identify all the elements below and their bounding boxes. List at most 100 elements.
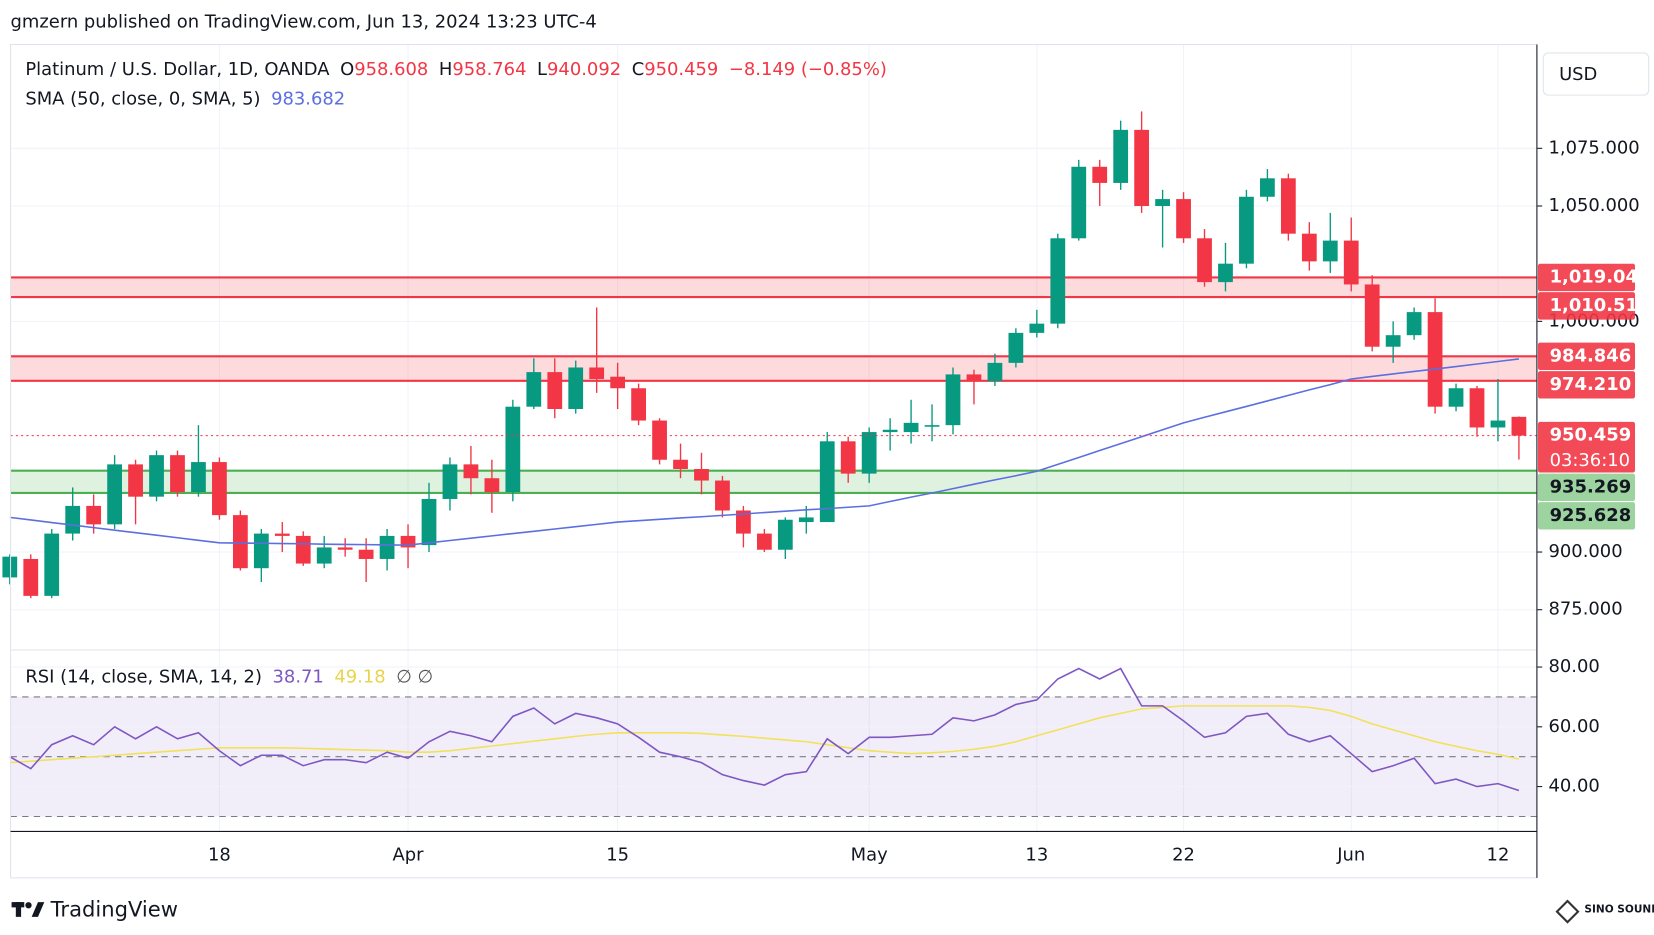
candle-body [149, 455, 164, 497]
candle-body [44, 533, 60, 596]
candle-body [337, 547, 353, 550]
candle-body [1406, 312, 1422, 336]
c-prefix: C [632, 59, 645, 80]
candle-body [2, 556, 18, 578]
candle-body [1092, 166, 1108, 183]
candle-body [442, 464, 458, 499]
symbol-title: Platinum / U.S. Dollar, 1D, OANDA [25, 59, 330, 80]
candle-body [1260, 178, 1275, 197]
candle-body [505, 406, 521, 493]
candle-body [107, 464, 122, 525]
candle-body [903, 422, 919, 433]
candle-body [358, 549, 374, 559]
price-label: 984.846 [1550, 345, 1632, 366]
candle-body [568, 367, 584, 410]
rsi-band [10, 696, 1537, 817]
candle-body [232, 515, 248, 569]
candle-body [295, 535, 311, 564]
x-tick-label: 13 [1025, 845, 1048, 866]
x-tick-label: May [851, 845, 888, 866]
h-prefix: H [439, 59, 452, 80]
candle-body [819, 441, 835, 523]
y-tick-label: 1,050.000 [1549, 195, 1640, 216]
published-line: gmzern published on TradingView.com, Jun… [11, 11, 597, 32]
rsi-value: 38.71 [273, 666, 324, 687]
rsi-legend: RSI (14, close, SMA, 14, 2) 38.71 49.18 ∅ ∅ [25, 666, 433, 687]
candle-body [23, 558, 39, 596]
x-tick-label: 22 [1172, 845, 1195, 866]
candle-body [1364, 284, 1380, 347]
candle-body [736, 510, 751, 534]
rsi-line [9, 667, 1520, 792]
candle-body [987, 362, 1003, 382]
rsi-extra: ∅ ∅ [396, 666, 433, 687]
countdown: 03:36:10 [1550, 450, 1631, 471]
sma-name: SMA (50, close, 0, SMA, 5) [25, 88, 260, 109]
candle-body [1050, 238, 1066, 324]
plot: 18 Apr 15 May 13 22 Jun 12875.000900.0001,000.0… [2, 44, 1651, 866]
candle-body [379, 535, 395, 559]
candle-body [253, 533, 269, 569]
symbol-legend: Platinum / U.S. Dollar, 1D, OANDA O958.60… [25, 59, 887, 80]
rsi-ma-line [9, 705, 1520, 764]
price-label-box [1537, 502, 1636, 530]
candle-body [777, 519, 793, 550]
candle-body [1280, 178, 1296, 234]
candle-body [484, 478, 500, 493]
watermark: SINO SOUND [1584, 903, 1654, 915]
candle-body [1385, 335, 1401, 347]
x-tick-label: 12 [1487, 845, 1510, 866]
zone [10, 277, 1537, 298]
brand-name: TradingView [50, 897, 178, 922]
h-value: 958.764 [452, 59, 526, 80]
candle-body [966, 374, 982, 382]
candle-body [694, 468, 709, 481]
change: −8.149 (−0.85%) [729, 59, 887, 80]
rsi-ma-value: 49.18 [334, 666, 385, 687]
watermark-logo [1555, 899, 1580, 924]
currency-button[interactable] [1542, 52, 1650, 96]
candle-body [715, 480, 730, 511]
candle-body [1322, 240, 1338, 262]
candle-body [547, 372, 563, 410]
candle-body [945, 374, 961, 426]
candle-body [1197, 238, 1212, 283]
candle-body [1029, 323, 1045, 333]
candle-body [1427, 312, 1443, 407]
price-label-box [1537, 473, 1636, 502]
candle-body [1511, 416, 1527, 436]
candle-body [1343, 240, 1359, 285]
candle-body [65, 505, 81, 534]
candle-body [756, 533, 772, 550]
candle-body [1490, 420, 1506, 428]
y-tick-label: 875.000 [1549, 599, 1623, 620]
candle-body [1008, 332, 1024, 363]
candle-body [1301, 233, 1317, 262]
candle-body [631, 388, 646, 421]
sma-line [9, 358, 1519, 546]
y-tick-label: 1,075.000 [1549, 137, 1640, 158]
rsi-y-tick-label: 80.00 [1549, 656, 1600, 677]
candle-body [840, 441, 856, 474]
candle-body [1218, 263, 1233, 283]
candle-body [86, 505, 102, 525]
candle-body [170, 455, 185, 493]
candle-body [212, 462, 227, 516]
sma-value: 983.682 [271, 88, 345, 109]
x-tick-label: Apr [393, 845, 425, 866]
o-prefix: O [340, 59, 354, 80]
candle-body [610, 376, 626, 389]
sma-legend: SMA (50, close, 0, SMA, 5) 983.682 [25, 88, 345, 109]
price-label-box [1537, 421, 1636, 473]
currency-label[interactable]: USD [1559, 64, 1597, 85]
candle-body [1134, 129, 1150, 206]
price-label-box [1537, 292, 1636, 320]
candle-body [1071, 166, 1087, 239]
price-label: 925.628 [1550, 505, 1632, 526]
candle-body [400, 535, 416, 548]
price-label: 1,010.514 [1550, 295, 1651, 316]
x-tick-label: 18 [208, 845, 231, 866]
candle-body [589, 367, 605, 380]
price-label-box [1537, 371, 1636, 399]
